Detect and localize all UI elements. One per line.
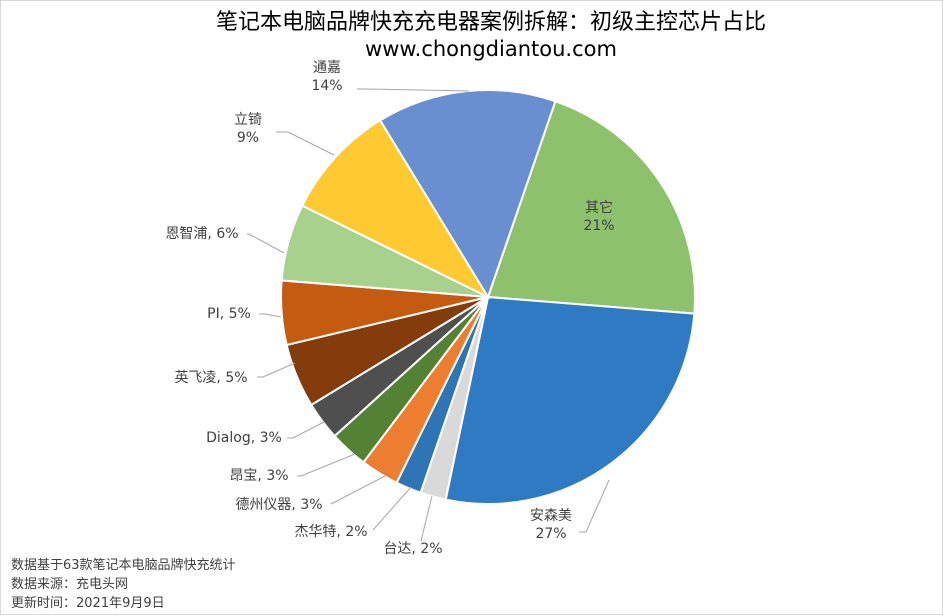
- chart-title: 笔记本电脑品牌快充充电器案例拆解：初级主控芯片占比: [216, 10, 766, 35]
- footnote-basis: 数据基于63款笔记本电脑品牌快充统计: [11, 558, 236, 573]
- slice-value-label-0: 21%: [583, 218, 614, 234]
- slice-value-label-1: 27%: [535, 526, 566, 542]
- leader-line-10: [276, 131, 335, 156]
- leader-line-4: [330, 474, 388, 505]
- footnote-updated: 更新时间：2021年9月9日: [11, 596, 165, 611]
- pie-slice-1: [444, 295, 696, 505]
- leader-line-8: [259, 313, 282, 318]
- leader-line-11: [357, 88, 470, 92]
- slice-name-label-0: 其它: [585, 199, 613, 216]
- leader-line-3: [372, 486, 412, 531]
- leader-line-7: [257, 362, 296, 378]
- slice-label-3: 杰华特, 2%: [294, 524, 367, 540]
- pie-slice-0: [486, 100, 696, 315]
- slice-value-label-11: 14%: [311, 78, 342, 94]
- chart-subtitle: www.chongdiantou.com: [365, 37, 617, 61]
- slice-label-2: 台达, 2%: [383, 541, 442, 557]
- slice-label-4: 德州仪器, 3%: [235, 497, 322, 513]
- slice-name-label-1: 安森美: [530, 508, 572, 524]
- slice-label-9: 恩智浦, 6%: [165, 226, 238, 242]
- slice-name-label-11: 通嘉: [313, 60, 341, 76]
- slice-label-8: PI, 5%: [207, 306, 251, 322]
- leader-line-9: [247, 233, 285, 254]
- leader-line-6: [287, 421, 325, 439]
- slice-label-7: 英飞凌, 5%: [174, 369, 247, 386]
- leader-line-1: [579, 479, 610, 533]
- slice-value-label-10: 9%: [237, 130, 259, 146]
- footnote-source: 数据来源：充电头网: [11, 577, 129, 592]
- leader-line-5: [297, 453, 356, 477]
- slice-label-5: 昂宝, 3%: [229, 468, 288, 484]
- pie-slice-10: [300, 118, 491, 300]
- leader-line-2: [420, 495, 433, 542]
- slice-name-label-10: 立锜: [234, 112, 262, 128]
- slice-label-6: Dialog, 3%: [206, 430, 282, 446]
